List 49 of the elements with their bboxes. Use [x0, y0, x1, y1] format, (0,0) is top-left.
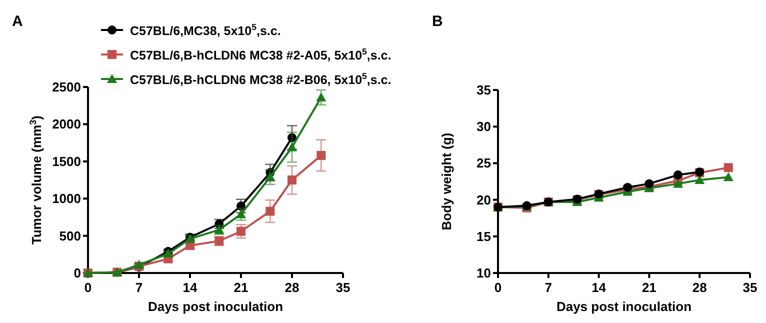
point: [724, 163, 733, 172]
point: [694, 175, 705, 184]
chart-title: A: [12, 13, 23, 30]
y-tick-label: 1000: [52, 191, 81, 206]
x-tick-label: 21: [642, 280, 656, 295]
y-axis-title: Body weight (g): [439, 132, 454, 230]
legend-label: C57BL/6,B-hCLDN6 MC38 #2-B06, 5x10$^{5}$,s.c.: [130, 71, 392, 87]
y-tick-label: 25: [476, 156, 491, 171]
y-tick-label: 10: [476, 266, 491, 280]
x-axis-title: Days post inoculation: [148, 299, 284, 314]
y-tick-label: 500: [59, 228, 81, 244]
point: [673, 178, 683, 188]
x-tick-label: 14: [182, 280, 198, 295]
point: [644, 179, 654, 188]
point: [288, 133, 296, 142]
x-tick-label: 35: [336, 280, 350, 295]
point: [316, 150, 326, 160]
x-axis-title: Days post inoculation: [556, 299, 692, 314]
point: [288, 176, 296, 184]
legend-label: C57BL/6,MC38, 5x10$^{5}$,s.c.: [130, 22, 281, 38]
y-tick-label: 1500: [52, 154, 81, 169]
x-tick-label: 35: [742, 280, 758, 295]
x-tick-label: 7: [544, 280, 552, 295]
point: [674, 170, 682, 180]
x-tick-label: 21: [234, 280, 248, 295]
y-tick-label: 0: [74, 266, 81, 280]
point: [623, 182, 632, 192]
point: [266, 206, 275, 216]
point: [723, 172, 734, 182]
y-tick-label: 30: [476, 119, 491, 134]
point: [236, 226, 246, 236]
x-tick-label: 0: [84, 280, 92, 295]
x-tick-label: 0: [494, 280, 502, 295]
y-tick-label: 2500: [52, 80, 81, 94]
chart-title: B: [432, 13, 443, 30]
x-tick-label: 14: [592, 280, 607, 295]
legend-label: C57BL/6,B-hCLDN6 MC38 #2-A05, 5x10$^{5}$,s.c.: [130, 46, 392, 62]
x-tick-label: 28: [692, 280, 707, 295]
y-tick-label: 2000: [52, 116, 81, 132]
point: [316, 92, 326, 102]
x-tick-label: 28: [284, 280, 300, 295]
y-tick-label: 15: [476, 228, 491, 244]
point: [236, 209, 246, 218]
point: [287, 142, 297, 152]
point: [265, 172, 276, 182]
point: [236, 202, 246, 211]
y-tick-label: 20: [476, 192, 491, 208]
x-tick-label: 7: [135, 280, 143, 295]
y-tick-label: 35: [476, 82, 491, 98]
